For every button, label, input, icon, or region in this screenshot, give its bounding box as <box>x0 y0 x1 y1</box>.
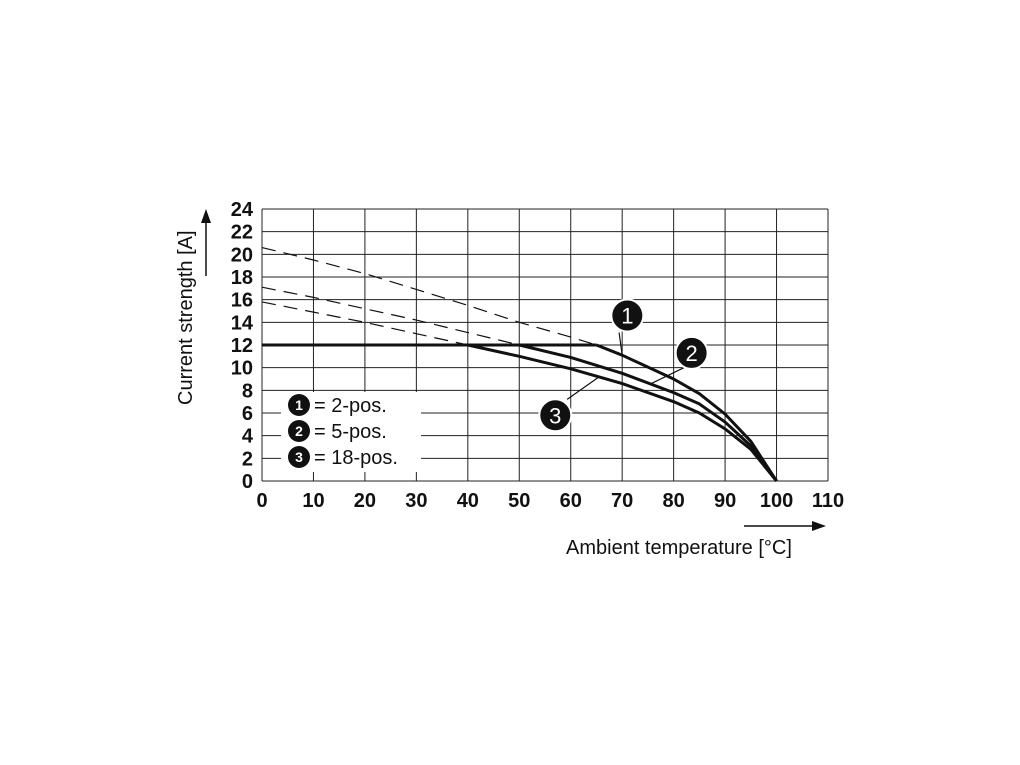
x-tick-label: 0 <box>256 490 267 512</box>
x-tick-label: 70 <box>611 490 633 512</box>
axes: Ambient temperature [°C] Current strengt… <box>175 209 826 559</box>
curves <box>261 246 778 482</box>
y-tick-label: 0 <box>242 471 253 493</box>
y-tick-label: 20 <box>231 244 253 266</box>
y-tick-label: 18 <box>231 267 253 289</box>
legend-marker-label: 1 <box>295 397 303 413</box>
y-tick-label: 4 <box>242 426 254 448</box>
tick-labels: 0 10 20 30 40 50 60 70 80 90 100 110024681012141618… <box>231 199 844 512</box>
legend-marker-3 <box>288 446 310 468</box>
x-tick-label: 60 <box>560 490 582 512</box>
x-tick-label: 110 <box>812 490 844 512</box>
legend-item-label: = 18-pos. <box>314 447 398 469</box>
legend-item-label: = 2-pos. <box>314 395 387 417</box>
y-tick-label: 14 <box>231 312 254 334</box>
legend-marker-label: 2 <box>295 423 303 439</box>
y-tick-label: 16 <box>231 290 253 312</box>
y-tick-label: 2 <box>242 448 253 470</box>
callout-marker-2 <box>674 335 709 370</box>
x-tick-label: 50 <box>508 490 530 512</box>
y-tick-label: 8 <box>242 380 253 402</box>
grid <box>261 208 829 482</box>
series-2-derating-line <box>518 343 778 482</box>
x-tick-label: 20 <box>354 490 376 512</box>
callout-leader-2 <box>650 367 685 385</box>
series-3-derating-line <box>467 343 778 482</box>
y-tick-label: 12 <box>231 335 253 357</box>
series-2-extrapolated-line <box>261 286 520 346</box>
x-tick-label: 100 <box>760 490 793 512</box>
callout-label: 1 <box>621 304 633 329</box>
legend-item-label: = 5-pos. <box>314 421 387 443</box>
x-tick-label: 90 <box>714 490 736 512</box>
y-tick-label: 24 <box>231 199 254 221</box>
y-tick-label: 10 <box>231 358 253 380</box>
y-tick-label: 22 <box>231 222 253 244</box>
x-axis-arrow-head <box>812 521 826 531</box>
x-axis-label: Ambient temperature [°C] <box>566 537 792 559</box>
y-axis-label: Current strength [A] <box>175 230 197 405</box>
legend-marker-2 <box>288 420 310 442</box>
series-3-extrapolated-line <box>261 301 468 346</box>
legend-marker-1 <box>288 394 310 416</box>
callout-leader-1 <box>618 332 623 356</box>
x-tick-label: 30 <box>405 490 427 512</box>
y-tick-label: 6 <box>242 403 253 425</box>
callout-label: 3 <box>549 403 561 428</box>
x-tick-label: 10 <box>302 490 324 512</box>
callout-marker-1 <box>610 298 645 333</box>
callout-marker-3 <box>538 398 573 433</box>
legend: 1 = 2-pos. 2 = 5-pos. 3 = 18-pos. <box>281 392 421 472</box>
x-tick-label: 40 <box>457 490 479 512</box>
series-1-extrapolated-line <box>261 246 597 346</box>
x-tick-label: 80 <box>663 490 685 512</box>
y-axis-arrow-head <box>201 209 211 223</box>
callouts: 1 2 3 <box>538 298 709 433</box>
callout-leader-3 <box>566 376 600 400</box>
callout-label: 2 <box>686 341 698 366</box>
legend-marker-label: 3 <box>295 449 303 465</box>
